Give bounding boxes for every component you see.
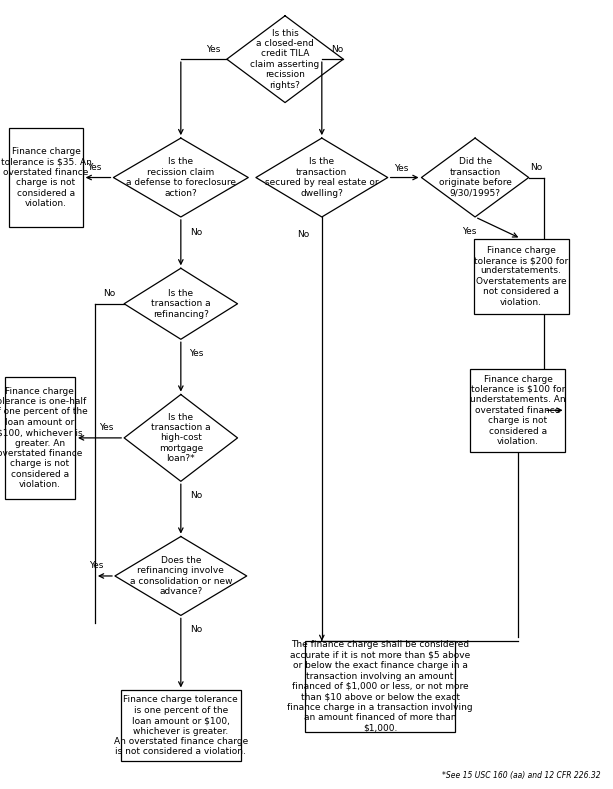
Text: Did the
transaction
originate before
9/30/1995?: Did the transaction originate before 9/3… bbox=[439, 158, 511, 197]
Text: Finance charge
tolerance is one-half
of one percent of the
loan amount or
$100, : Finance charge tolerance is one-half of … bbox=[0, 387, 88, 489]
Text: No: No bbox=[190, 228, 202, 237]
Bar bbox=[121, 690, 240, 761]
Text: Is the
transaction a
high-cost
mortgage
loan?*: Is the transaction a high-cost mortgage … bbox=[151, 413, 211, 463]
Text: Is the
transaction a
refinancing?: Is the transaction a refinancing? bbox=[151, 289, 211, 319]
Text: Yes: Yes bbox=[87, 163, 101, 172]
Text: No: No bbox=[190, 491, 202, 500]
Bar bbox=[473, 239, 569, 314]
Text: Does the
refinancing involve
a consolidation or new
advance?: Does the refinancing involve a consolida… bbox=[129, 556, 232, 596]
Text: Finance charge
tolerance is $35. An
overstated finance
charge is not
considered : Finance charge tolerance is $35. An over… bbox=[1, 147, 91, 208]
Bar bbox=[4, 377, 75, 499]
Bar bbox=[471, 369, 566, 452]
Bar bbox=[305, 641, 455, 732]
Text: Yes: Yes bbox=[394, 163, 408, 173]
Text: No: No bbox=[190, 625, 202, 634]
Text: No: No bbox=[331, 45, 343, 54]
Text: Is the
transaction
secured by real estate or
dwelling?: Is the transaction secured by real estat… bbox=[265, 158, 379, 197]
Text: *See 15 USC 160 (aa) and 12 CFR 226.32: *See 15 USC 160 (aa) and 12 CFR 226.32 bbox=[442, 771, 601, 780]
Text: Yes: Yes bbox=[99, 423, 113, 432]
Text: Yes: Yes bbox=[206, 45, 220, 54]
Text: Is the
recission claim
a defense to foreclosure
action?: Is the recission claim a defense to fore… bbox=[126, 158, 236, 197]
Text: Finance charge
tolerance is $200 for
understatements.
Overstatements are
not con: Finance charge tolerance is $200 for und… bbox=[474, 245, 568, 307]
Text: The finance charge shall be considered
accurate if it is not more than $5 above
: The finance charge shall be considered a… bbox=[287, 641, 473, 732]
Text: Yes: Yes bbox=[189, 349, 204, 358]
Text: No: No bbox=[103, 289, 115, 298]
Text: Is this
a closed-end
credit TILA
claim asserting
recission
rights?: Is this a closed-end credit TILA claim a… bbox=[251, 28, 319, 90]
Text: Yes: Yes bbox=[462, 226, 476, 236]
Text: Finance charge tolerance
is one percent of the
loan amount or $100,
whichever is: Finance charge tolerance is one percent … bbox=[113, 695, 248, 757]
Text: No: No bbox=[297, 230, 310, 239]
Text: Yes: Yes bbox=[89, 561, 104, 570]
Bar bbox=[9, 129, 83, 227]
Text: No: No bbox=[530, 163, 542, 172]
Text: Finance charge
tolerance is $100 for
understatements. An
overstated finance
char: Finance charge tolerance is $100 for und… bbox=[470, 375, 566, 446]
